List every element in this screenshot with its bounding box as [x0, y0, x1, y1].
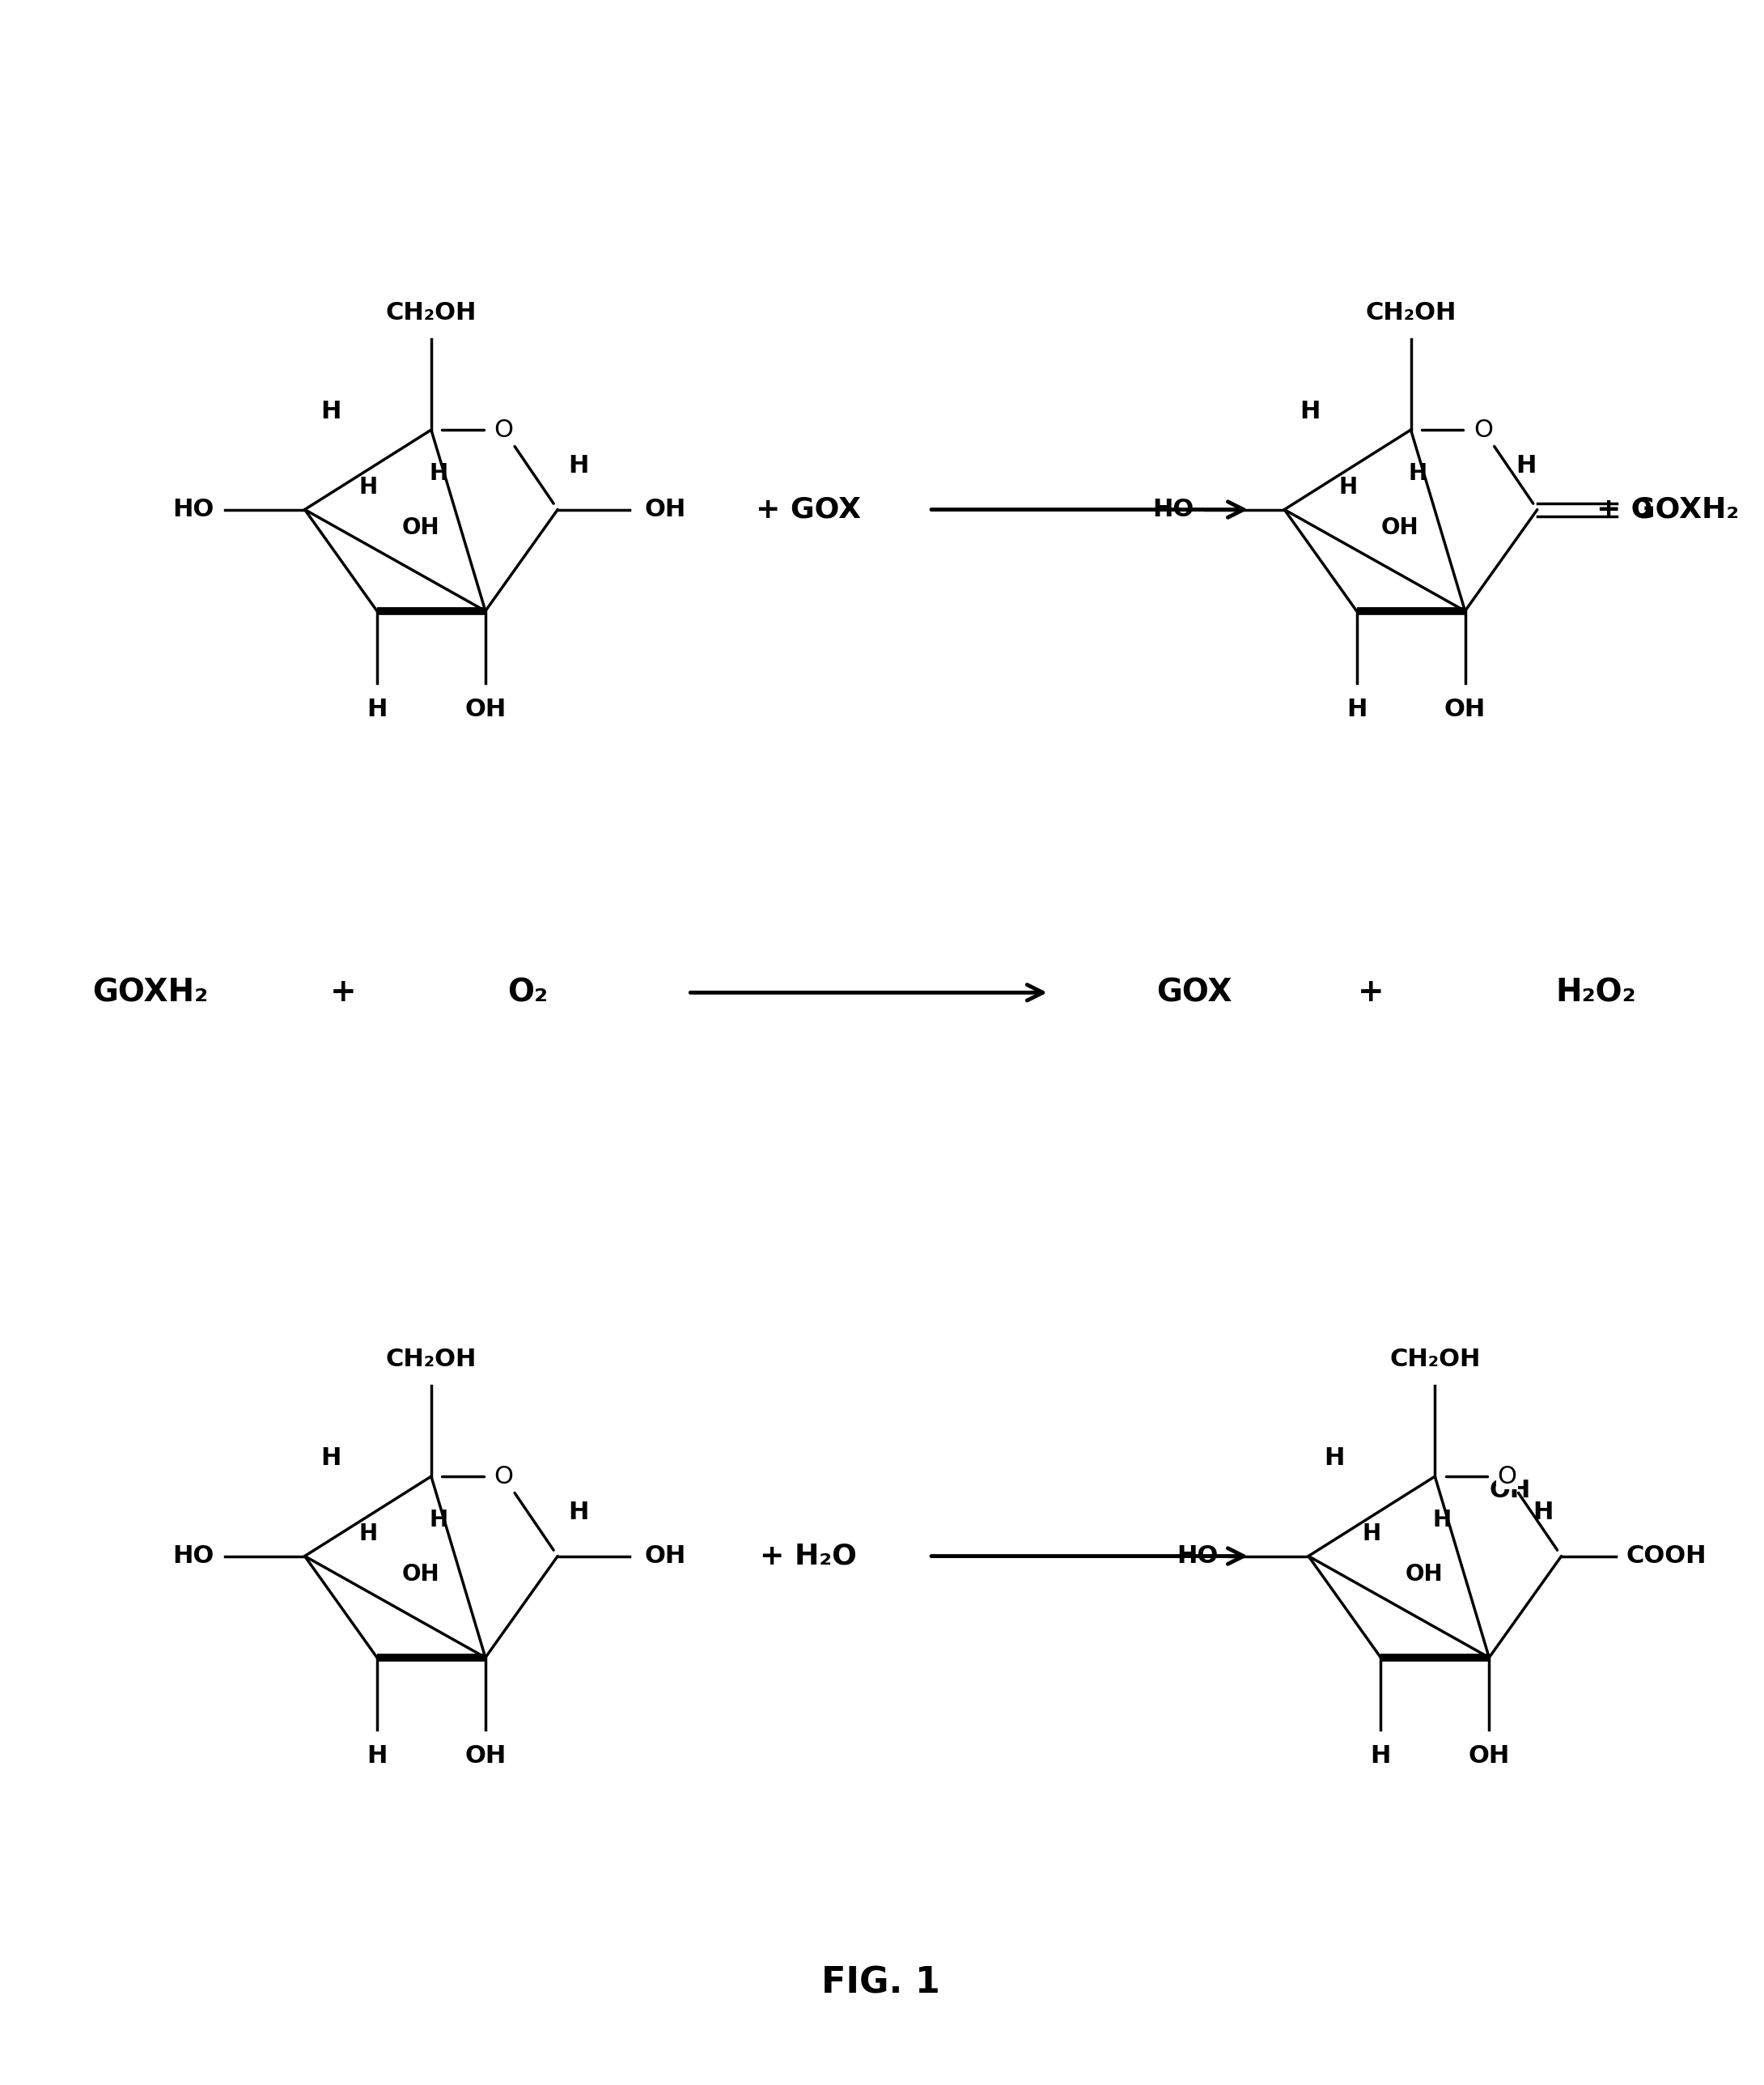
Text: H: H: [1409, 463, 1427, 484]
Text: H: H: [321, 400, 340, 423]
Text: GOX: GOX: [1155, 978, 1231, 1007]
Text: H: H: [1362, 1522, 1381, 1545]
Text: CH₂OH: CH₂OH: [1365, 302, 1457, 325]
Text: H: H: [367, 698, 388, 721]
Text: H: H: [1432, 1510, 1452, 1530]
Text: H: H: [1339, 475, 1357, 498]
Text: H: H: [1533, 1501, 1554, 1524]
Text: HO: HO: [173, 498, 215, 521]
Text: +: +: [330, 978, 356, 1007]
Text: OH: OH: [644, 498, 686, 521]
Text: OH: OH: [402, 517, 439, 540]
Text: H: H: [321, 1447, 340, 1470]
Text: OH: OH: [402, 1564, 439, 1585]
Text: H: H: [1325, 1447, 1344, 1470]
Text: CH₂OH: CH₂OH: [1390, 1347, 1480, 1372]
Text: FIG. 1: FIG. 1: [822, 1966, 940, 2000]
Text: O: O: [494, 1464, 513, 1489]
Text: H: H: [429, 463, 448, 484]
Text: COOH: COOH: [1626, 1545, 1708, 1568]
Text: OH: OH: [1489, 1478, 1531, 1503]
Text: H: H: [568, 1501, 589, 1524]
Text: OH: OH: [644, 1545, 686, 1568]
Text: O₂: O₂: [508, 978, 549, 1007]
Text: HO: HO: [1177, 1545, 1219, 1568]
Text: OH: OH: [1406, 1564, 1443, 1585]
Text: H: H: [1517, 455, 1536, 477]
Text: O: O: [494, 419, 513, 442]
Text: + GOX: + GOX: [757, 496, 861, 523]
Text: GOXH₂: GOXH₂: [92, 978, 208, 1007]
Text: OH: OH: [1468, 1745, 1510, 1768]
Text: H: H: [429, 1510, 448, 1530]
Text: OH: OH: [464, 1745, 506, 1768]
Text: O: O: [1473, 419, 1492, 442]
Text: OH: OH: [1381, 517, 1418, 540]
Text: CH₂OH: CH₂OH: [386, 1347, 476, 1372]
Text: + GOXH₂: + GOXH₂: [1596, 496, 1739, 523]
Text: O: O: [1632, 498, 1653, 521]
Text: H: H: [1300, 400, 1321, 423]
Text: +: +: [1358, 978, 1385, 1007]
Text: H: H: [1371, 1745, 1392, 1768]
Text: H: H: [1346, 698, 1367, 721]
Text: H: H: [367, 1745, 388, 1768]
Text: + H₂O: + H₂O: [760, 1543, 857, 1570]
Text: H: H: [358, 475, 377, 498]
Text: H₂O₂: H₂O₂: [1556, 978, 1635, 1007]
Text: H: H: [568, 455, 589, 477]
Text: OH: OH: [1445, 698, 1485, 721]
Text: O: O: [1498, 1464, 1517, 1489]
Text: H: H: [358, 1522, 377, 1545]
Text: HO: HO: [1152, 498, 1194, 521]
Text: OH: OH: [464, 698, 506, 721]
Text: CH₂OH: CH₂OH: [386, 302, 476, 325]
Text: HO: HO: [173, 1545, 215, 1568]
